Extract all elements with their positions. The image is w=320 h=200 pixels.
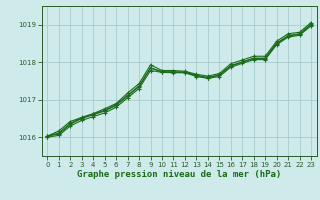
X-axis label: Graphe pression niveau de la mer (hPa): Graphe pression niveau de la mer (hPa) xyxy=(77,170,281,179)
